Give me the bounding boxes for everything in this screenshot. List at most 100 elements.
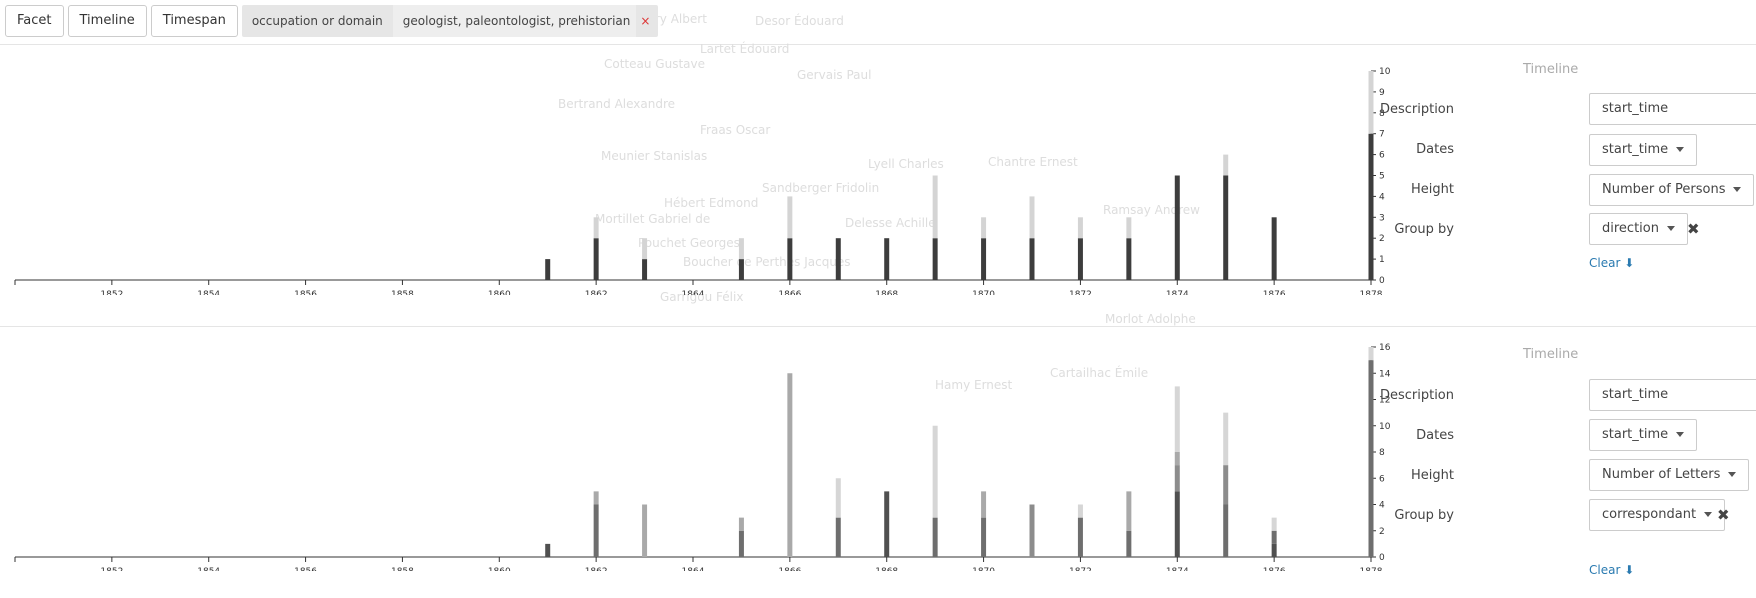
bar-segment[interactable]: [1126, 491, 1132, 531]
bar-segment[interactable]: [787, 238, 793, 280]
bar-segment[interactable]: [981, 517, 987, 557]
height-select[interactable]: Number of Persons: [1589, 174, 1755, 206]
bar-segment[interactable]: [593, 238, 599, 280]
filter-remove-icon[interactable]: ×: [640, 14, 651, 28]
bar-segment[interactable]: [1223, 465, 1229, 505]
network-node-label: Sandberger Fridolin: [762, 181, 880, 195]
bar-segment[interactable]: [884, 491, 890, 557]
bar-segment[interactable]: [593, 217, 599, 239]
bar-segment[interactable]: [1126, 238, 1132, 280]
bar-segment[interactable]: [932, 175, 938, 239]
bar-segment[interactable]: [1223, 154, 1229, 176]
bar-segment[interactable]: [1223, 504, 1229, 558]
description-label: Description: [1379, 388, 1454, 403]
bar-segment[interactable]: [738, 530, 744, 557]
download-icon: ⬇: [1624, 563, 1635, 577]
x-tick-label: 1862: [585, 290, 608, 295]
bar-segment[interactable]: [884, 238, 890, 280]
bar-segment[interactable]: [1174, 175, 1180, 281]
bar-segment[interactable]: [593, 491, 599, 505]
bar-segment[interactable]: [1174, 465, 1180, 492]
y-tick-label: 16: [1379, 343, 1391, 353]
bar-segment[interactable]: [932, 238, 938, 280]
groupby-select[interactable]: direction: [1589, 213, 1688, 245]
description-input[interactable]: start_time: [1589, 93, 1756, 125]
x-tick-label: 1852: [100, 567, 123, 571]
bar-segment[interactable]: [545, 259, 551, 280]
bar-segment[interactable]: [1126, 530, 1132, 557]
toolbar: Facet Timeline Timespan occupation or do…: [5, 5, 659, 37]
bar-segment[interactable]: [932, 517, 938, 557]
bar-segment[interactable]: [1029, 196, 1035, 239]
timeline-chart-persons[interactable]: 1852 1854 1856 1858 1860 1862 1864 1866 1868 1870…: [0, 50, 1400, 295]
clear-link[interactable]: Clear ⬇: [1589, 256, 1634, 270]
bar-segment[interactable]: [835, 517, 841, 557]
y-tick-label: 8: [1379, 448, 1385, 458]
dates-select[interactable]: start_time: [1589, 419, 1698, 451]
bar-segment[interactable]: [1271, 217, 1277, 280]
y-tick-label: 0: [1379, 276, 1385, 286]
clear-link[interactable]: Clear ⬇: [1589, 563, 1634, 577]
bar-segment[interactable]: [738, 259, 744, 280]
timeline-button[interactable]: Timeline: [67, 5, 147, 37]
bar-segment[interactable]: [981, 238, 987, 280]
bar-segment[interactable]: [1174, 386, 1180, 452]
bar-segment[interactable]: [1271, 543, 1277, 557]
bar-segment[interactable]: [738, 238, 744, 260]
download-icon: ⬇: [1624, 256, 1635, 270]
facet-button[interactable]: Facet: [5, 5, 64, 37]
bar-segment[interactable]: [1223, 412, 1229, 466]
bar-segment[interactable]: [1368, 133, 1374, 280]
bar-segment[interactable]: [1126, 217, 1132, 239]
bar-segment[interactable]: [738, 517, 744, 531]
x-tick-label: 1878: [1360, 567, 1383, 571]
timeline-panel-1: 1852 1854 1856 1858 1860 1862 1864 1866 1868 1870…: [0, 50, 1756, 322]
bar-segment[interactable]: [1029, 504, 1035, 558]
bar-segment[interactable]: [1029, 238, 1035, 280]
bar-segment[interactable]: [981, 217, 987, 239]
bar-segment[interactable]: [1368, 71, 1374, 134]
bar-segment[interactable]: [1174, 491, 1180, 557]
dates-select-value: start_time: [1602, 427, 1669, 442]
groupby-select[interactable]: correspondant: [1589, 499, 1726, 531]
height-select[interactable]: Number of Letters: [1589, 459, 1750, 491]
bar-segment[interactable]: [1368, 347, 1374, 361]
bar-segment[interactable]: [1271, 517, 1277, 531]
bar-segment[interactable]: [1077, 238, 1083, 280]
bar-segment[interactable]: [1223, 175, 1229, 281]
description-input[interactable]: start_time: [1589, 379, 1756, 411]
network-node-label: Desor Édouard: [755, 14, 844, 28]
timespan-button[interactable]: Timespan: [150, 5, 238, 37]
height-label: Height: [1411, 182, 1454, 197]
bar-segment[interactable]: [981, 491, 987, 518]
bar-segment[interactable]: [1077, 517, 1083, 557]
x-tick-label: 1870: [972, 567, 995, 571]
bar-segment[interactable]: [835, 238, 841, 280]
dates-select[interactable]: start_time: [1589, 134, 1698, 166]
x-tick-label: 1856: [294, 290, 317, 295]
bar-segment[interactable]: [642, 504, 648, 558]
bar-segment[interactable]: [593, 504, 599, 558]
x-tick-label: 1866: [778, 567, 801, 571]
bar-segment[interactable]: [642, 238, 648, 260]
remove-groupby-icon[interactable]: ✖: [1717, 506, 1730, 524]
bar-segment[interactable]: [1368, 360, 1374, 557]
dates-label: Dates: [1416, 428, 1454, 443]
bar-segment[interactable]: [1271, 530, 1277, 544]
bar-segment[interactable]: [642, 259, 648, 280]
bar-segment[interactable]: [1174, 452, 1180, 466]
timeline-chart-letters[interactable]: 1852 1854 1856 1858 1860 1862 1864 1866 1868 1870…: [0, 326, 1400, 571]
bar-segment[interactable]: [835, 478, 841, 518]
description-label: Description: [1379, 102, 1454, 117]
dates-select-value: start_time: [1602, 142, 1669, 157]
bar-segment[interactable]: [1077, 217, 1083, 239]
y-tick-label: 2: [1379, 527, 1385, 537]
y-tick-label: 7: [1379, 130, 1385, 140]
bar-segment[interactable]: [545, 543, 551, 557]
bar-segment[interactable]: [787, 196, 793, 239]
remove-groupby-icon[interactable]: ✖: [1687, 220, 1700, 238]
bar-segment[interactable]: [932, 425, 938, 518]
bar-segment[interactable]: [1077, 504, 1083, 518]
network-node-label: Boucher de Perthes Jacques: [683, 255, 851, 269]
bar-segment[interactable]: [787, 373, 793, 557]
